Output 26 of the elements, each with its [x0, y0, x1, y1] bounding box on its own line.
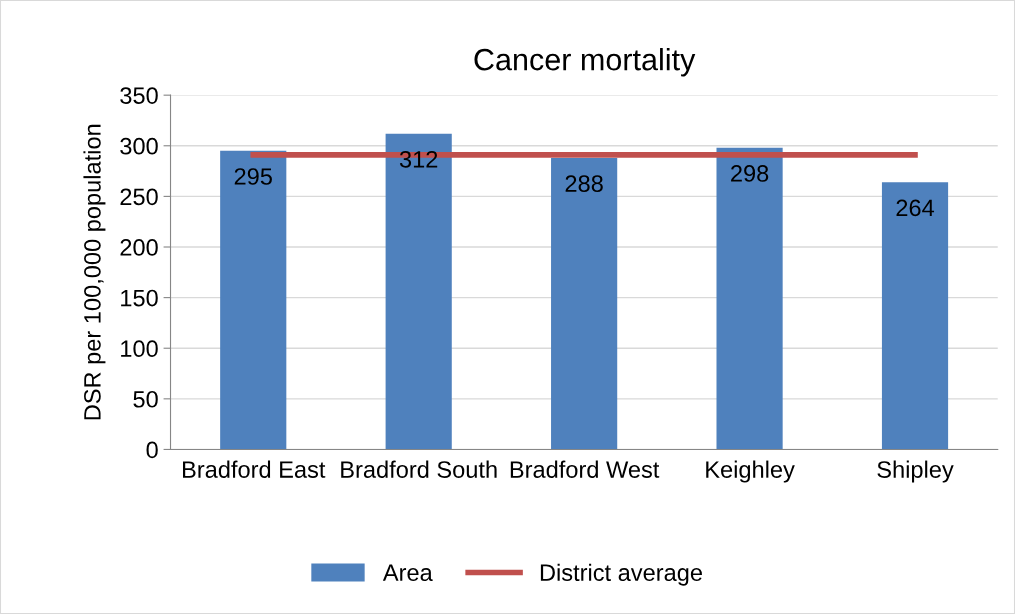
- bar: [716, 147, 783, 450]
- legend-label: District average: [540, 563, 702, 586]
- data-label: 288: [565, 175, 603, 192]
- bar: [220, 150, 287, 450]
- x-tick-label: Shipley: [877, 460, 954, 483]
- y-tick-label: 300: [120, 137, 158, 155]
- legend-label: Area: [382, 564, 433, 581]
- data-label: 264: [896, 199, 935, 217]
- x-tick-label: Keighley: [706, 460, 795, 483]
- y-tick-label: 200: [120, 239, 158, 256]
- x-tick-label: Bradford South: [341, 460, 497, 478]
- chart-title: Cancer mortality: [474, 48, 696, 77]
- data-label: 295: [234, 168, 272, 185]
- bar: [551, 157, 618, 450]
- y-tick-label: 150: [121, 289, 158, 307]
- bar: [881, 182, 949, 450]
- bar: [385, 133, 452, 450]
- y-axis-title: DSR per 100,000 population: [83, 124, 106, 420]
- data-label: 298: [731, 165, 769, 182]
- y-tick-label: 50: [133, 390, 158, 408]
- y-tick-label: 250: [120, 188, 158, 206]
- y-tick-label: 0: [146, 441, 158, 459]
- y-tick-label: 100: [121, 340, 158, 358]
- x-tick-label: Bradford West: [510, 460, 660, 478]
- x-tick-label: Bradford East: [183, 460, 326, 478]
- y-tick-label: 350: [120, 87, 158, 104]
